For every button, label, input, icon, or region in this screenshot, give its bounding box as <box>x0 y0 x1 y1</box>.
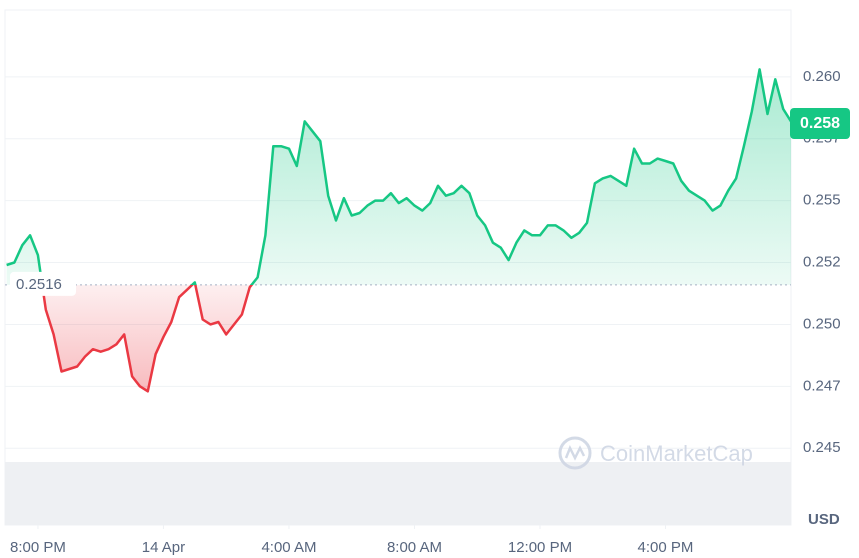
x-tick-label: 4:00 AM <box>261 539 316 556</box>
y-tick-label: 0.247 <box>803 377 841 394</box>
baseline-label-box <box>10 271 76 296</box>
watermark-logo-mark <box>564 444 586 461</box>
x-tick-label: 12:00 PM <box>508 539 572 556</box>
unit-label: USD <box>808 511 840 528</box>
last-price-badge <box>790 108 850 139</box>
x-tick-label: 14 Apr <box>142 539 185 556</box>
y-tick-label: 0.255 <box>803 192 841 209</box>
volume-band <box>5 462 791 525</box>
y-tick-label: 0.245 <box>803 439 841 456</box>
x-tick-label: 8:00 AM <box>387 539 442 556</box>
y-tick-label: 0.260 <box>803 68 841 85</box>
watermark-logo <box>558 436 592 470</box>
watermark-text: CoinMarketCap <box>600 441 753 466</box>
price-area <box>6 69 792 392</box>
x-tick-label: 8:00 PM <box>10 539 66 556</box>
last-price-label: 0.258 <box>800 115 840 132</box>
baseline-label: 0.2516 <box>16 276 62 293</box>
watermark: CoinMarketCap <box>558 436 753 470</box>
price-line <box>6 68 793 393</box>
y-tick-label: 0.250 <box>803 315 841 332</box>
x-tick-label: 4:00 PM <box>638 539 694 556</box>
y-tick-label: 0.252 <box>803 254 841 271</box>
